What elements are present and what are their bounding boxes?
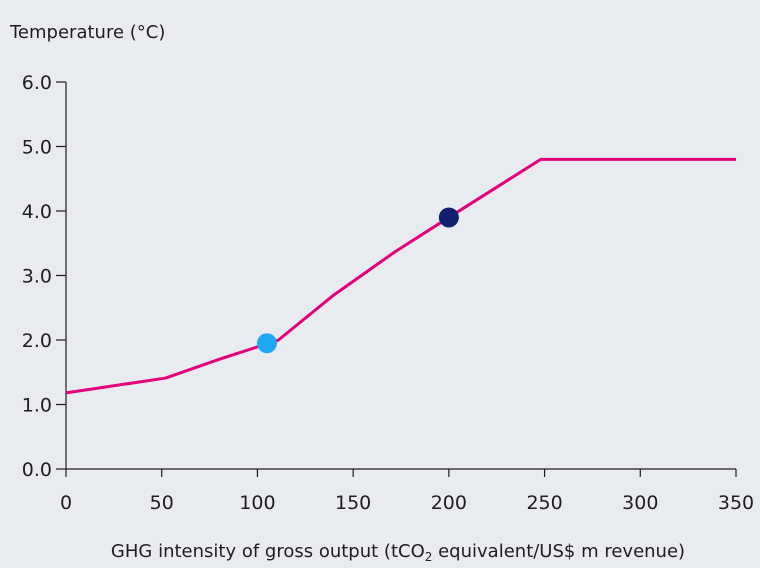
temperature-line	[65, 157, 736, 395]
x-axis-ticks: 0 50 100 150 200 250 300 350	[60, 469, 754, 514]
y-axis-ticks: 0.0 1.0 2.0 3.0 4.0 5.0 6.0	[22, 72, 66, 481]
x-tick-label: 250	[526, 492, 562, 514]
x-tick-label: 0	[60, 492, 72, 514]
y-tick-label: 0.0	[22, 459, 52, 481]
y-tick-label: 5.0	[22, 137, 52, 159]
x-tick-label: 150	[335, 492, 371, 514]
y-tick-label: 3.0	[22, 266, 52, 288]
x-axis-title-subscript: 2	[425, 550, 433, 564]
x-tick-label: 50	[150, 492, 174, 514]
y-tick-label: 1.0	[22, 395, 52, 417]
x-tick-label: 200	[431, 492, 467, 514]
x-tick-label: 100	[239, 492, 275, 514]
x-axis-title: GHG intensity of gross output (tCO2 equi…	[111, 541, 685, 564]
y-axis-title: Temperature (°C)	[9, 22, 165, 43]
data-point-marker	[257, 333, 277, 354]
marker-layer	[257, 207, 459, 354]
x-tick-label: 300	[622, 492, 658, 514]
x-axis-title-rest: equivalent/US$ m revenue)	[432, 541, 685, 562]
y-tick-label: 4.0	[22, 201, 52, 223]
x-axis-title-text: GHG intensity of gross output (tCO	[111, 541, 425, 562]
series-layer	[65, 157, 736, 395]
data-point-marker	[438, 207, 459, 228]
y-tick-label: 2.0	[22, 330, 52, 352]
y-tick-label: 6.0	[22, 72, 52, 94]
x-tick-label: 350	[718, 492, 754, 514]
